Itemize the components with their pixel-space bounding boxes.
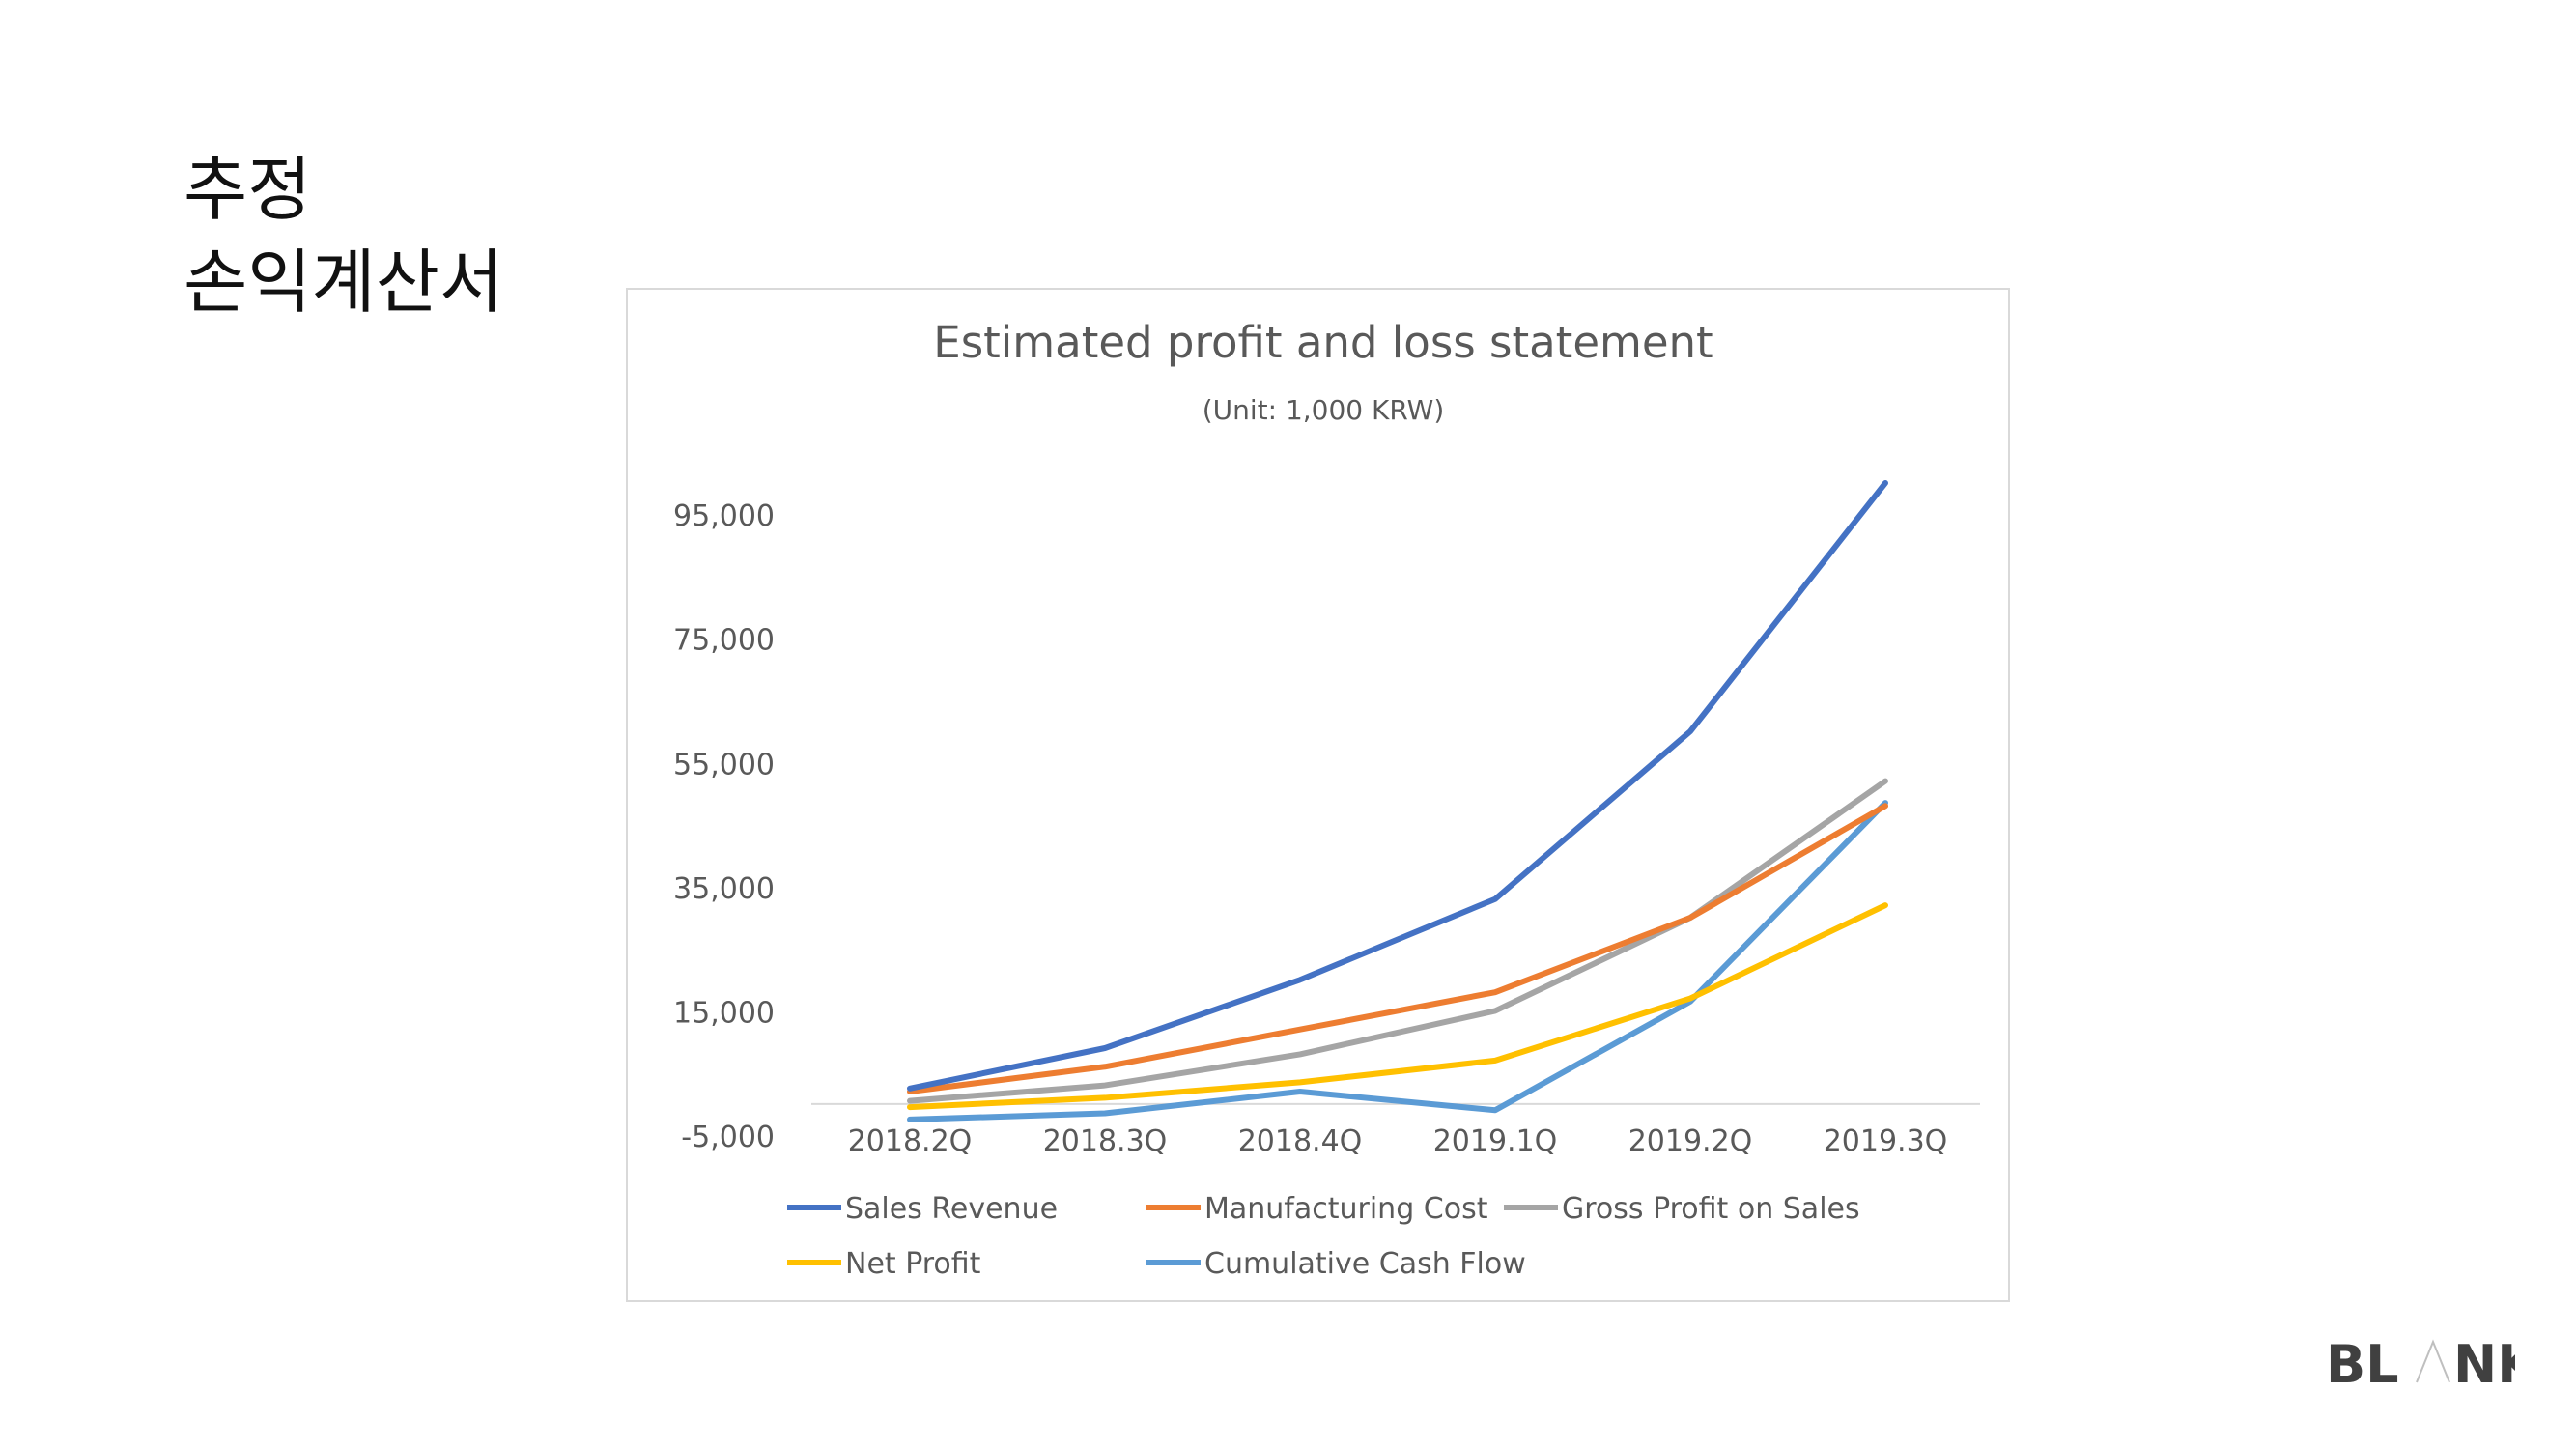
line-chart: Estimated profit and loss statement (Uni… [673, 317, 1980, 1281]
series-lines [907, 480, 1888, 1122]
chart-legend: Sales Revenue Manufacturing Cost Gross Pro… [787, 1192, 1860, 1281]
chart-container: Estimated profit and loss statement (Uni… [626, 288, 2010, 1302]
y-tick-label: 95,000 [673, 499, 775, 533]
x-tick-label: 2018.2Q [848, 1124, 973, 1158]
y-tick-label: 35,000 [673, 872, 775, 906]
brand-logo-a-mark [2416, 1339, 2450, 1383]
legend-label: Cumulative Cash Flow [1204, 1247, 1526, 1281]
x-tick-label: 2019.1Q [1433, 1124, 1558, 1158]
x-tick-label: 2018.4Q [1238, 1124, 1363, 1158]
x-tick-label: 2019.2Q [1628, 1124, 1753, 1158]
series-line-sales-revenue [907, 480, 1888, 1092]
legend-label: Manufacturing Cost [1204, 1192, 1488, 1226]
series-line-cumulative-cash-flow [907, 800, 1888, 1122]
series-line-net-profit [907, 902, 1888, 1111]
y-tick-label: -5,000 [681, 1121, 775, 1154]
y-tick-label: 55,000 [673, 748, 775, 781]
slide-title: 추정 손익계산서 [184, 143, 503, 328]
chart-subtitle: (Unit: 1,000 KRW) [1203, 394, 1445, 426]
series-line-gross-profit-on-sales [907, 778, 1888, 1104]
y-tick-label: 75,000 [673, 624, 775, 658]
brand-logo-text-right: NK [2453, 1334, 2515, 1392]
slide-title-line-2: 손익계산서 [184, 242, 504, 323]
y-axis-ticks: 95,000 75,000 55,000 35,000 15,000 -5,000 [673, 499, 775, 1154]
series-line-manufacturing-cost [907, 803, 1888, 1094]
brand-logo-text-left: BL [2326, 1334, 2399, 1392]
brand-logo: BL NK [2326, 1334, 2515, 1392]
chart-title: Estimated profit and loss statement [933, 317, 1713, 368]
x-tick-label: 2019.3Q [1824, 1124, 1948, 1158]
x-axis-ticks: 2018.2Q 2018.3Q 2018.4Q 2019.1Q 2019.2Q 2019.… [848, 1124, 1948, 1158]
legend-label: Net Profit [845, 1247, 981, 1281]
slide-title-line-1: 추정 [184, 149, 312, 230]
y-tick-label: 15,000 [673, 996, 775, 1030]
legend-label: Sales Revenue [845, 1192, 1058, 1226]
legend-label: Gross Profit on Sales [1562, 1192, 1860, 1226]
x-tick-label: 2018.3Q [1043, 1124, 1168, 1158]
